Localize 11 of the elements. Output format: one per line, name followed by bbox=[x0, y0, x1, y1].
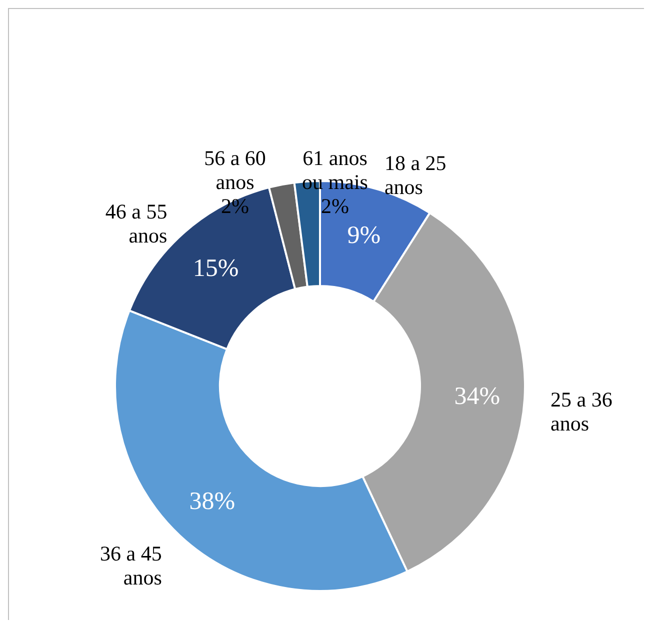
data-label: 2% bbox=[221, 194, 249, 218]
slice-label: 18 a 25 anos bbox=[384, 151, 446, 200]
slice-label: 46 a 55 anos bbox=[105, 200, 168, 248]
data-label: 2% bbox=[321, 194, 349, 218]
slice-label: 25 a 36 anos bbox=[550, 388, 612, 436]
slice-label: 56 a 60 anos bbox=[204, 146, 266, 194]
data-label: 9% bbox=[347, 222, 381, 249]
slice-label: 36 a 45 anos bbox=[100, 541, 162, 590]
data-label: 15% bbox=[192, 254, 239, 282]
data-label: 38% bbox=[189, 488, 236, 515]
data-label: 34% bbox=[454, 382, 500, 410]
